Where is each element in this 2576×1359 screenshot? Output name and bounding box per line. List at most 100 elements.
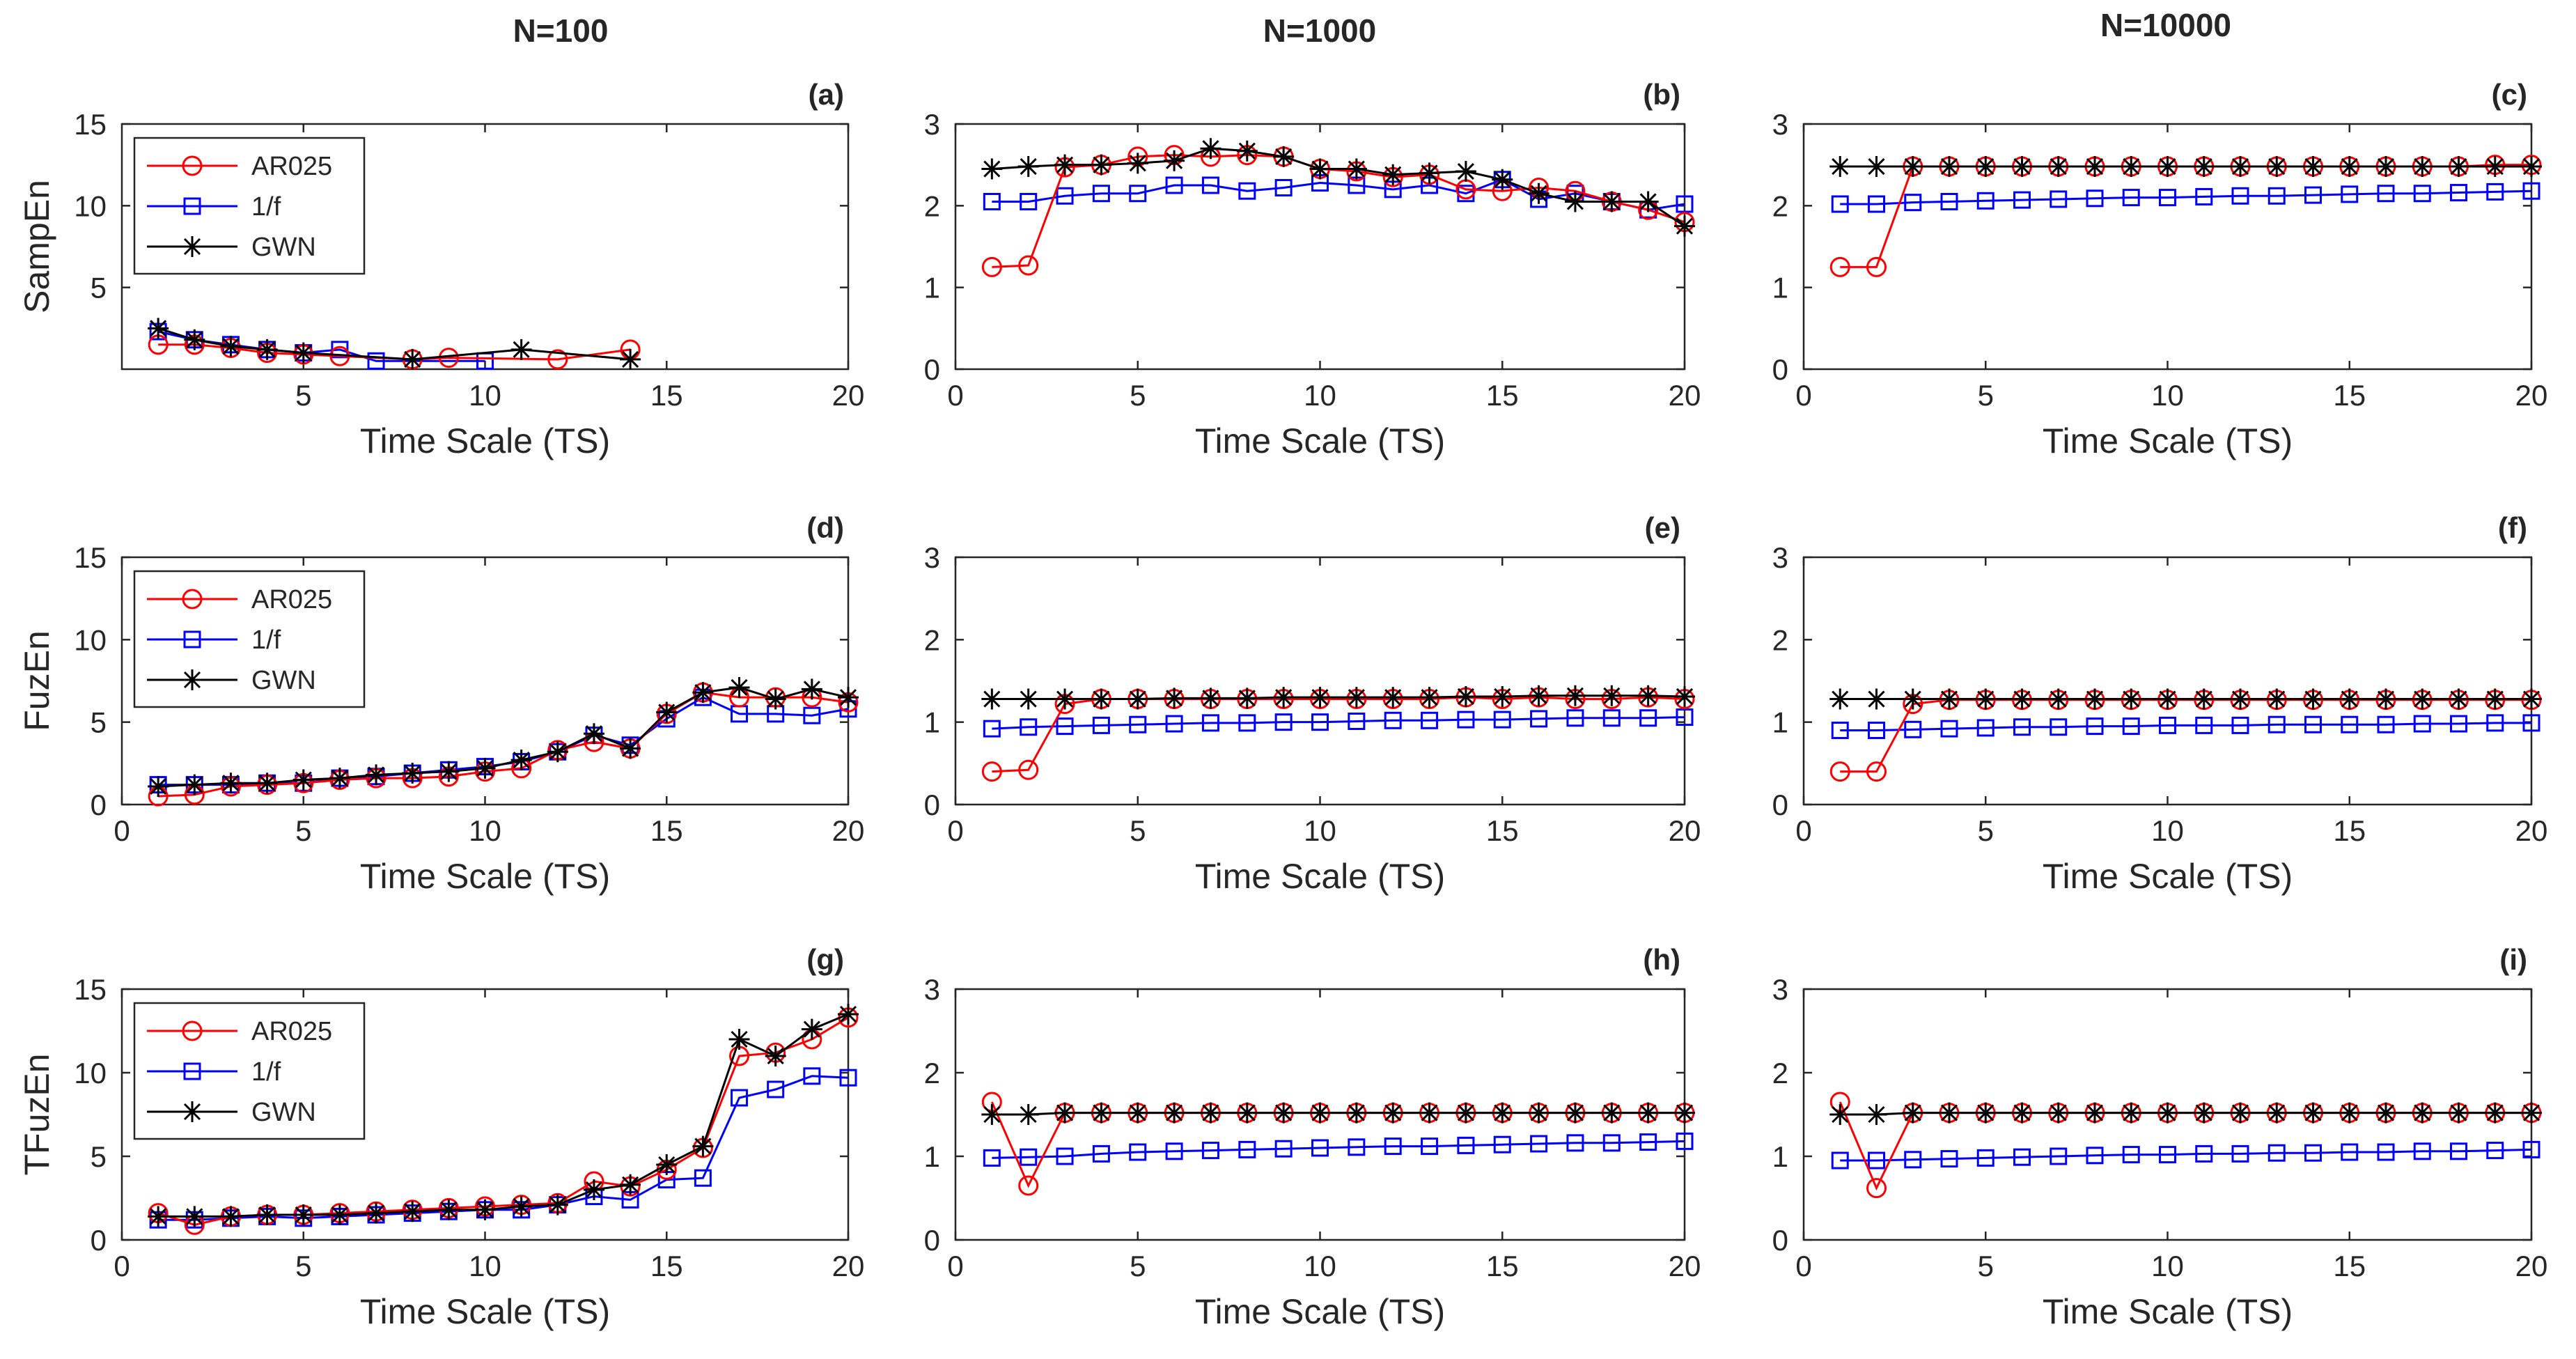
data-point [1976, 1149, 1995, 1167]
data-point [981, 1104, 1003, 1125]
data-point [256, 339, 278, 360]
data-point [1528, 685, 1549, 706]
data-point [1165, 715, 1183, 733]
asterisk-marker [2193, 1102, 2215, 1124]
asterisk-marker [1164, 150, 1185, 171]
x-tick-label: 10 [2151, 1250, 2184, 1282]
x-tick-label: 5 [295, 379, 311, 412]
data-point [981, 256, 1002, 277]
asterisk-marker [2084, 688, 2105, 710]
square-marker [1384, 711, 1402, 729]
data-point [510, 750, 532, 771]
x-axis-label: Time Scale (TS) [2043, 421, 2293, 460]
data-point [1564, 1102, 1586, 1124]
panel-label: (a) [809, 78, 844, 111]
y-tick-label: 1 [1772, 1140, 1788, 1173]
square-marker [1676, 195, 1694, 213]
asterisk-marker [2375, 156, 2396, 178]
data-point [329, 1204, 350, 1225]
data-point [2230, 688, 2251, 710]
square-marker [1129, 1143, 1147, 1161]
asterisk-marker [2157, 156, 2178, 178]
asterisk-marker [1601, 685, 1623, 706]
square-marker [1940, 720, 1958, 738]
asterisk-marker [1200, 1102, 1221, 1124]
data-point [1309, 158, 1331, 180]
data-point [1238, 1140, 1256, 1158]
asterisk-marker [329, 1204, 350, 1225]
y-tick-label: 3 [924, 108, 940, 141]
circle-marker [182, 155, 203, 176]
asterisk-marker [838, 687, 859, 708]
x-axis-label: Time Scale (TS) [2043, 857, 2293, 896]
legend-label: AR025 [251, 585, 332, 614]
asterisk-marker [220, 772, 242, 794]
data-point [1419, 687, 1440, 708]
asterisk-marker [292, 1204, 314, 1225]
data-point [1129, 185, 1147, 203]
asterisk-marker [1637, 1102, 1659, 1124]
data-point [1674, 1102, 1695, 1124]
panel-label: (f) [2498, 511, 2527, 544]
data-point [2011, 156, 2033, 178]
data-point [2304, 186, 2322, 204]
data-point [2013, 191, 2031, 209]
data-point [2011, 688, 2033, 710]
asterisk-marker [1236, 1102, 1258, 1124]
asterisk-marker [438, 761, 460, 782]
data-point [2522, 714, 2540, 732]
circle-marker [182, 1020, 203, 1041]
data-point [547, 741, 568, 763]
panel-label: (i) [2499, 943, 2527, 976]
series-gwn [1829, 1102, 2542, 1125]
x-tick-label: 15 [650, 379, 683, 412]
x-axis-label: Time Scale (TS) [2043, 1292, 2293, 1331]
square-marker [2050, 718, 2068, 736]
data-point [1904, 1151, 1922, 1169]
data-point [402, 763, 423, 784]
data-point [620, 1174, 641, 1195]
data-point [1566, 1134, 1584, 1152]
square-marker [1056, 1147, 1074, 1165]
asterisk-marker [692, 1135, 714, 1157]
data-point [2157, 1102, 2178, 1124]
data-point [2521, 688, 2542, 710]
y-tick-label: 10 [74, 1057, 107, 1089]
data-point [474, 1199, 496, 1220]
square-marker [1129, 715, 1147, 733]
x-tick-label: 15 [650, 814, 683, 847]
asterisk-marker [366, 764, 387, 786]
data-point [1831, 722, 1849, 739]
data-point [1940, 192, 1958, 210]
x-tick-label: 10 [469, 1250, 501, 1282]
data-point [1056, 187, 1074, 205]
y-tick-label: 3 [924, 541, 940, 574]
asterisk-marker [728, 1029, 750, 1050]
plot-area [954, 556, 1686, 806]
square-marker [1976, 192, 1995, 210]
legend-item: 1/f [147, 626, 281, 655]
asterisk-marker [2302, 156, 2324, 178]
square-marker [1421, 1137, 1439, 1156]
square-marker [1676, 1132, 1694, 1150]
asterisk-marker [1164, 688, 1185, 709]
square-marker [1092, 716, 1110, 734]
x-axis-label: Time Scale (TS) [360, 857, 610, 896]
x-tick-label: 5 [1978, 379, 1994, 412]
data-point [1976, 719, 1995, 737]
asterisk-marker [2047, 688, 2069, 710]
square-marker [2377, 1143, 2395, 1161]
data-point [2050, 190, 2068, 208]
data-point [1564, 191, 1586, 212]
data-point [2522, 182, 2540, 200]
x-tick-label: 15 [650, 1250, 683, 1282]
data-point [1940, 720, 1958, 738]
data-point [474, 757, 496, 779]
data-point [2375, 688, 2396, 710]
data-point [1866, 256, 1887, 277]
square-marker [2486, 183, 2504, 201]
square-marker [1421, 711, 1439, 729]
square-marker [1129, 185, 1147, 203]
asterisk-marker [1975, 688, 1997, 710]
data-point [292, 342, 314, 364]
